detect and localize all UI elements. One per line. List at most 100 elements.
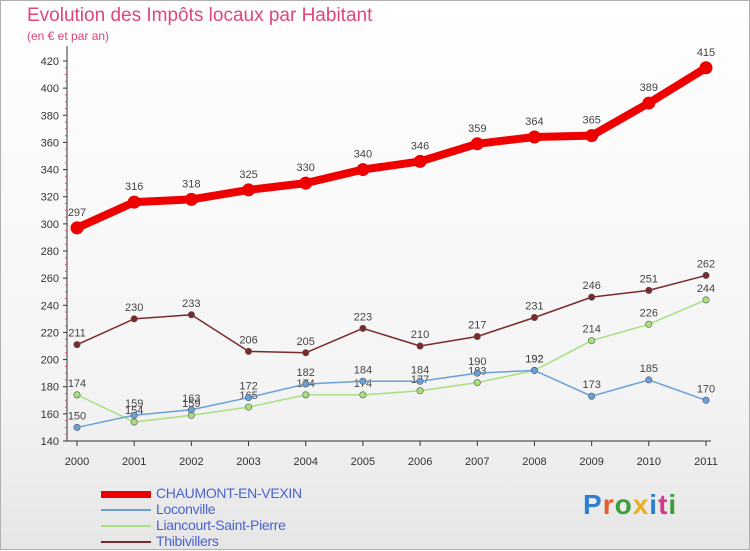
data-label: 233 [182, 298, 200, 310]
data-point [588, 392, 596, 400]
data-point [645, 286, 653, 294]
data-label: 159 [125, 398, 143, 410]
data-label: 205 [297, 336, 315, 348]
data-label: 244 [697, 283, 715, 295]
y-tick-label: 340 [41, 165, 59, 177]
data-point [527, 130, 541, 144]
data-point [130, 411, 138, 419]
data-label: 159 [182, 398, 200, 410]
legend-label: CHAUMONT-EN-VEXIN [156, 485, 302, 501]
x-tick-label: 2010 [637, 456, 661, 468]
data-label: 150 [68, 410, 86, 422]
data-label: 182 [297, 367, 315, 379]
x-tick-label: 2009 [579, 456, 603, 468]
data-point [242, 183, 256, 197]
x-tick-label: 2007 [465, 456, 489, 468]
series-line-1 [76, 369, 707, 429]
data-point [473, 369, 481, 377]
y-tick-label: 260 [41, 273, 59, 285]
data-label: 226 [640, 307, 658, 319]
logo-letter: i [649, 489, 659, 520]
data-point [702, 396, 710, 404]
data-label: 262 [697, 258, 715, 270]
data-point [473, 332, 481, 340]
data-label: 206 [239, 334, 257, 346]
logo-letter: P [583, 489, 603, 520]
data-point [302, 349, 310, 357]
data-label: 231 [525, 301, 543, 313]
data-label: 318 [182, 178, 200, 190]
legend-label: Loconville [156, 501, 216, 517]
data-point [699, 61, 713, 75]
y-tick-label: 360 [41, 137, 59, 149]
data-point [702, 296, 710, 304]
data-label: 346 [411, 140, 429, 152]
data-point [187, 311, 195, 319]
proxiti-logo: Proxiti [583, 489, 677, 521]
data-label: 365 [582, 115, 600, 127]
data-point [416, 387, 424, 395]
data-label: 185 [640, 363, 658, 375]
legend-swatch [101, 491, 151, 498]
logo-letter: x [632, 489, 650, 520]
y-tick-label: 160 [41, 409, 59, 421]
data-point [642, 96, 656, 110]
legend-swatch [101, 525, 151, 527]
y-tick-label: 140 [41, 436, 59, 448]
data-point [184, 192, 198, 206]
x-tick-label: 2004 [293, 456, 317, 468]
data-point [413, 154, 427, 168]
data-point [359, 391, 367, 399]
data-label: 340 [354, 149, 372, 161]
data-point [588, 337, 596, 345]
data-point [645, 320, 653, 328]
x-tick-label: 2002 [179, 456, 203, 468]
series-line-2 [76, 299, 707, 423]
series-line-0 [73, 63, 710, 232]
data-point [245, 347, 253, 355]
data-point [470, 137, 484, 151]
y-tick-label: 220 [41, 327, 59, 339]
data-point [130, 418, 138, 426]
x-tick-label: 2000 [65, 456, 89, 468]
data-point [416, 377, 424, 385]
data-label: 184 [354, 364, 372, 376]
data-point [359, 324, 367, 332]
x-tick-label: 2005 [351, 456, 375, 468]
data-label: 172 [239, 381, 257, 393]
data-label: 316 [125, 181, 143, 193]
data-point [73, 423, 81, 431]
data-label: 359 [468, 123, 486, 135]
chart-title: Evolution des Impôts locaux par Habitant [27, 5, 373, 26]
data-label: 325 [239, 169, 257, 181]
logo-letter: i [668, 489, 678, 520]
data-label: 389 [640, 82, 658, 94]
legend-swatch [101, 509, 151, 511]
data-point [130, 315, 138, 323]
y-tick-label: 380 [41, 110, 59, 122]
logo-letter: o [614, 489, 633, 520]
data-label: 230 [125, 302, 143, 314]
data-point [359, 377, 367, 385]
data-label: 170 [697, 383, 715, 395]
data-point [530, 366, 538, 374]
data-label: 415 [697, 47, 715, 59]
data-label: 192 [525, 353, 543, 365]
data-point [73, 391, 81, 399]
y-tick-label: 200 [41, 355, 59, 367]
data-label: 211 [68, 328, 86, 340]
data-point [702, 271, 710, 279]
data-point [473, 379, 481, 387]
data-point [245, 403, 253, 411]
data-label: 190 [468, 356, 486, 368]
data-point [73, 341, 81, 349]
data-label: 174 [68, 378, 86, 390]
data-point [645, 376, 653, 384]
data-point [302, 380, 310, 388]
data-point [187, 406, 195, 414]
data-label: 210 [411, 329, 429, 341]
data-label: 251 [640, 273, 658, 285]
chart-subtitle: (en € et par an) [27, 29, 110, 43]
x-tick-label: 2011 [694, 456, 718, 468]
